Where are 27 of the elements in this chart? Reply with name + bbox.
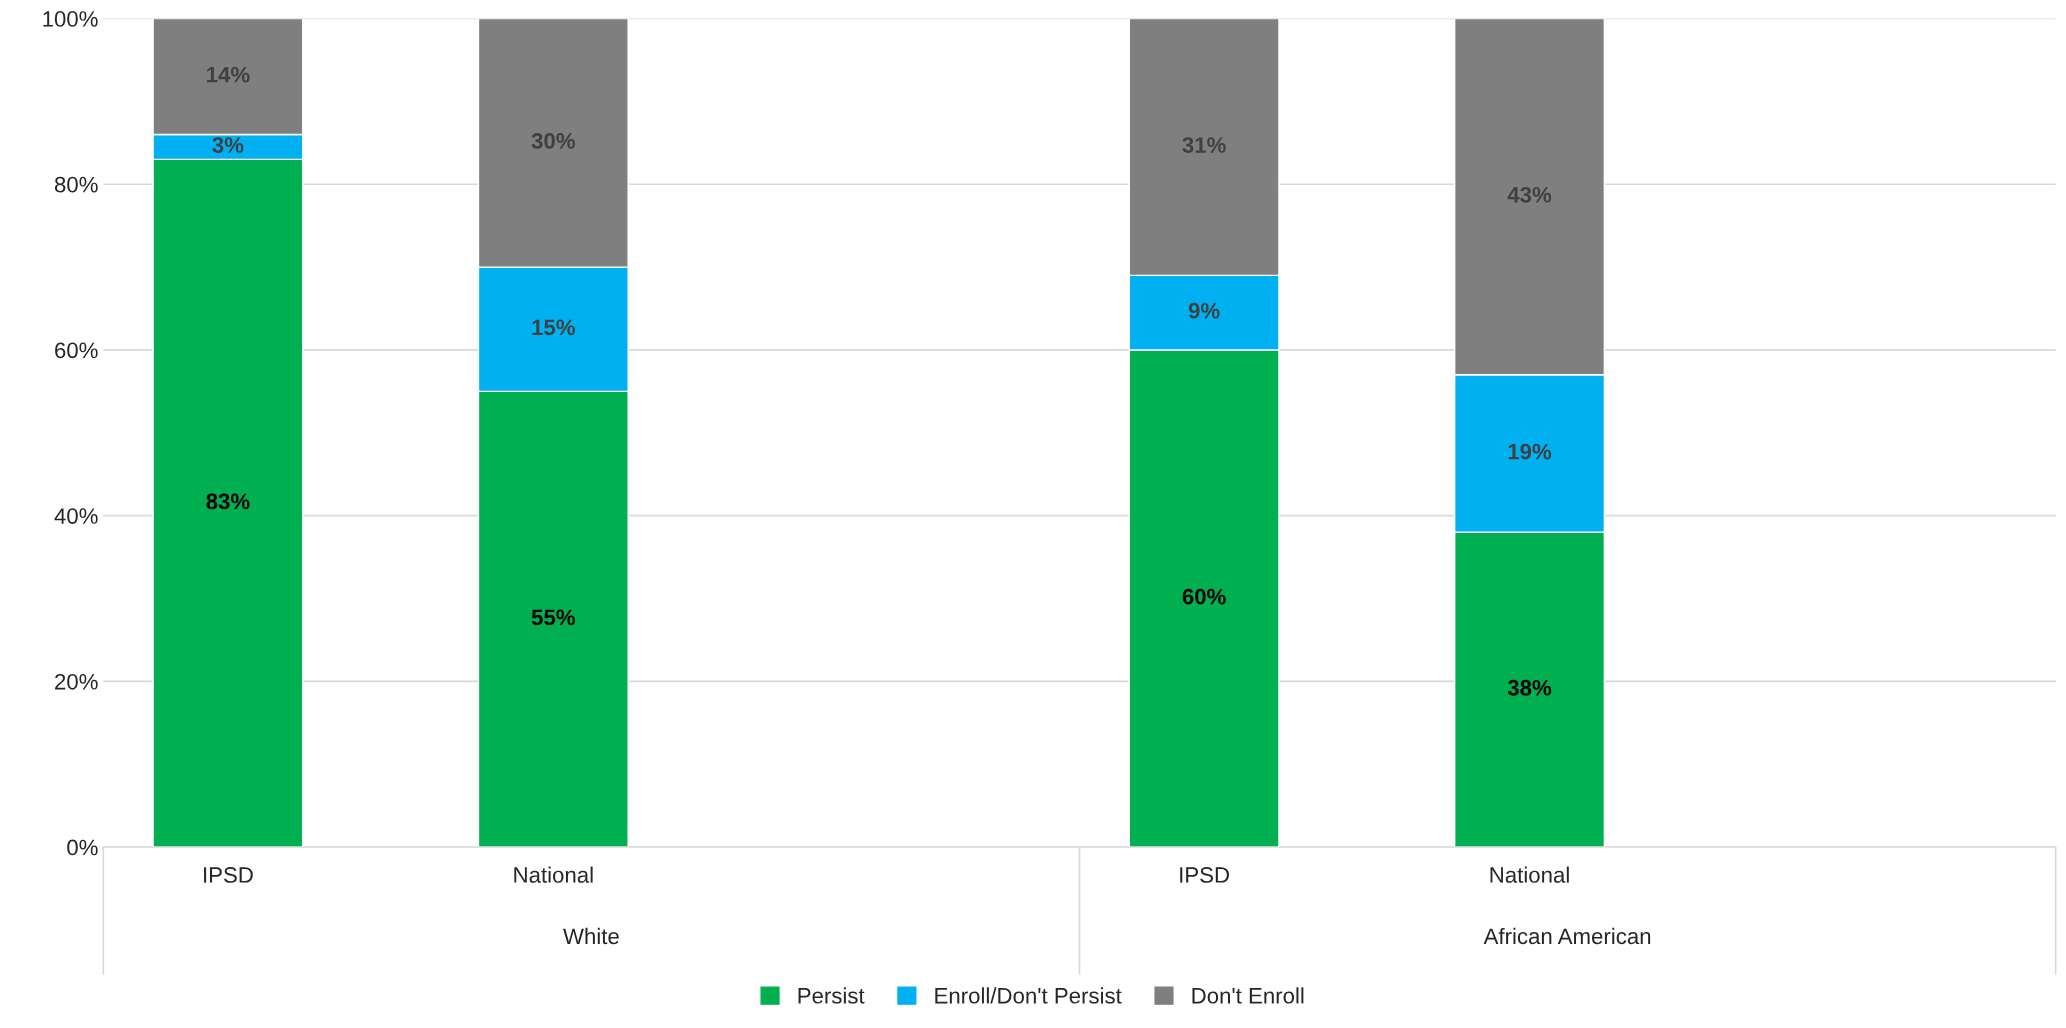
data-label: 60% [1182,588,1226,605]
legend-label: Enroll/Don't Persist [935,987,1122,1004]
data-label: 14% [207,66,250,83]
y-tick-label: 80% [54,176,98,193]
data-label: 38% [1507,679,1552,696]
data-label: 55% [531,609,575,626]
data-label: 31% [1182,137,1226,153]
y-tick-label: 20% [55,673,98,690]
x-tick-label: National [514,866,593,883]
text: African American [1483,927,1651,945]
data-label: 9% [1188,302,1220,319]
x-tick-label: IPSD [1180,867,1229,883]
text: White [563,927,619,945]
legend-label: Persist [798,987,865,1004]
data-label: 19% [1508,443,1552,460]
y-tick-label: 0% [67,839,98,856]
x-tick-label: IPSD [204,867,253,883]
x-tick-label: National [1490,866,1569,883]
data-label: 83% [206,493,250,510]
y-tick-label: 40% [54,508,98,524]
legend-label: Don't Enroll [1192,987,1304,1004]
data-label: 15% [532,319,575,336]
y-tick-label: 100% [43,11,98,27]
data-label: 30% [531,133,575,149]
data-label: 43% [1507,186,1552,203]
y-tick-label: 60% [55,342,98,359]
data-label: 3% [212,137,244,153]
